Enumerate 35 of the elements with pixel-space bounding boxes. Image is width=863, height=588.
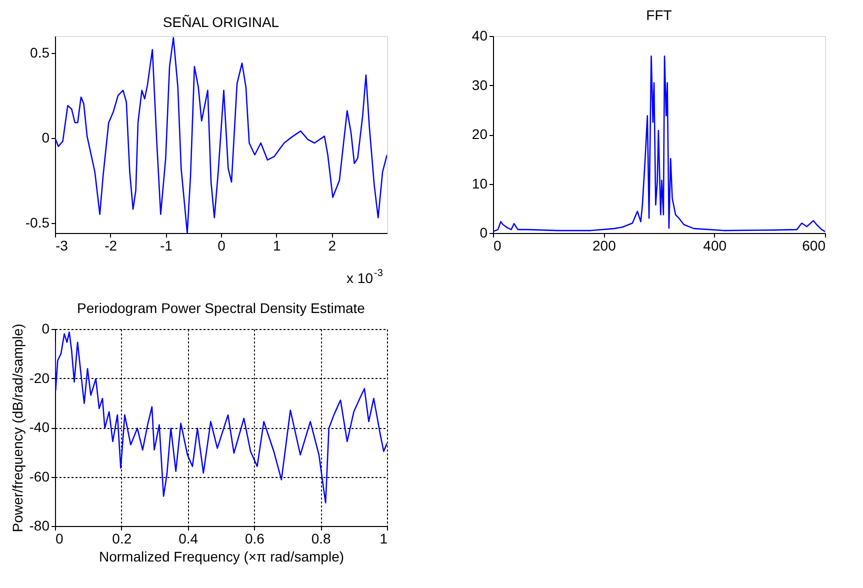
x-tick-label: -3 <box>56 238 68 254</box>
y-tick-label: -20 <box>29 370 50 386</box>
y-tick-label: 20 <box>472 126 488 142</box>
x-tick-label: -2 <box>104 238 118 254</box>
x-tick-label: -1 <box>160 238 173 254</box>
y-tick-label: 0 <box>42 320 50 336</box>
line-series <box>55 332 387 504</box>
x-tick-label: 0.8 <box>311 530 332 546</box>
y-tick-label: 0.5 <box>30 44 50 60</box>
x-axis-title: Normalized Frequency (×π rad/sample) <box>98 548 344 564</box>
chart-title: FFT <box>646 7 672 23</box>
y-axis-title: Power/frequency (dB/rad/sample) <box>9 324 26 532</box>
y-tick-label: 10 <box>472 175 488 192</box>
x-tick-label: 0 <box>218 238 226 254</box>
x-tick-label: 400 <box>703 238 727 254</box>
y-tick-label: 30 <box>472 76 488 93</box>
x-tick-label: 0.2 <box>112 530 132 546</box>
chart-title: Periodogram Power Spectral Density Estimate <box>77 300 366 316</box>
x-tick-label: 0 <box>494 238 502 254</box>
x-tick-label: 1 <box>380 530 388 546</box>
x-tick-label: 1 <box>272 238 281 254</box>
chart-title: SEÑAL ORIGINAL <box>162 14 280 30</box>
x-tick-label: 0 <box>56 530 64 546</box>
y-tick-label: -80 <box>29 518 50 534</box>
y-tick-label: -60 <box>29 468 50 484</box>
y-tick-label: -0.5 <box>25 214 50 230</box>
x-tick-label: 0.6 <box>244 530 265 546</box>
y-tick-label: 40 <box>472 28 488 44</box>
x-tick-label: 0.4 <box>178 530 198 546</box>
x-tick-label: 600 <box>802 238 826 254</box>
y-tick-label: -40 <box>29 419 50 435</box>
x-tick-label: 200 <box>592 238 616 254</box>
y-tick-label: 0 <box>42 129 50 146</box>
x-tick-label: 2 <box>328 238 336 254</box>
y-tick-label: 0 <box>480 224 488 240</box>
